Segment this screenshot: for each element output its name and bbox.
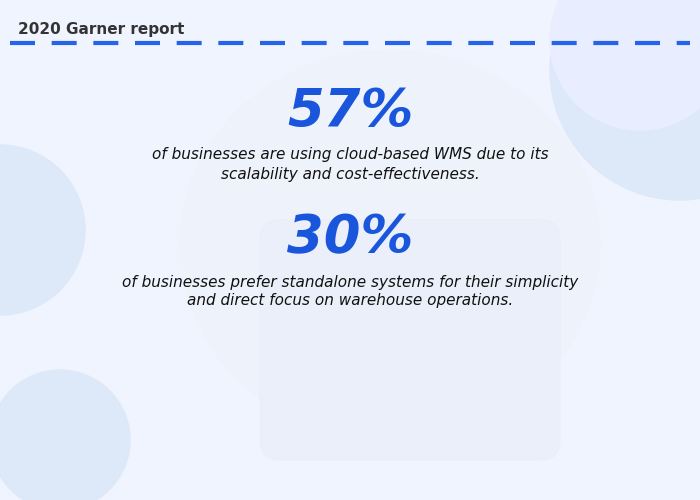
Text: of businesses are using cloud-based WMS due to its: of businesses are using cloud-based WMS … bbox=[152, 148, 548, 162]
Text: scalability and cost-effectiveness.: scalability and cost-effectiveness. bbox=[220, 166, 480, 182]
Circle shape bbox=[0, 370, 130, 500]
Text: 57%: 57% bbox=[287, 86, 413, 138]
FancyBboxPatch shape bbox=[260, 220, 560, 460]
Ellipse shape bbox=[180, 50, 600, 440]
Text: and direct focus on warehouse operations.: and direct focus on warehouse operations… bbox=[187, 294, 513, 308]
Text: 30%: 30% bbox=[287, 212, 413, 264]
Text: of businesses prefer standalone systems for their simplicity: of businesses prefer standalone systems … bbox=[122, 274, 578, 289]
Circle shape bbox=[550, 0, 700, 130]
Circle shape bbox=[0, 145, 85, 315]
Circle shape bbox=[550, 0, 700, 200]
Text: 2020 Garner report: 2020 Garner report bbox=[18, 22, 184, 37]
